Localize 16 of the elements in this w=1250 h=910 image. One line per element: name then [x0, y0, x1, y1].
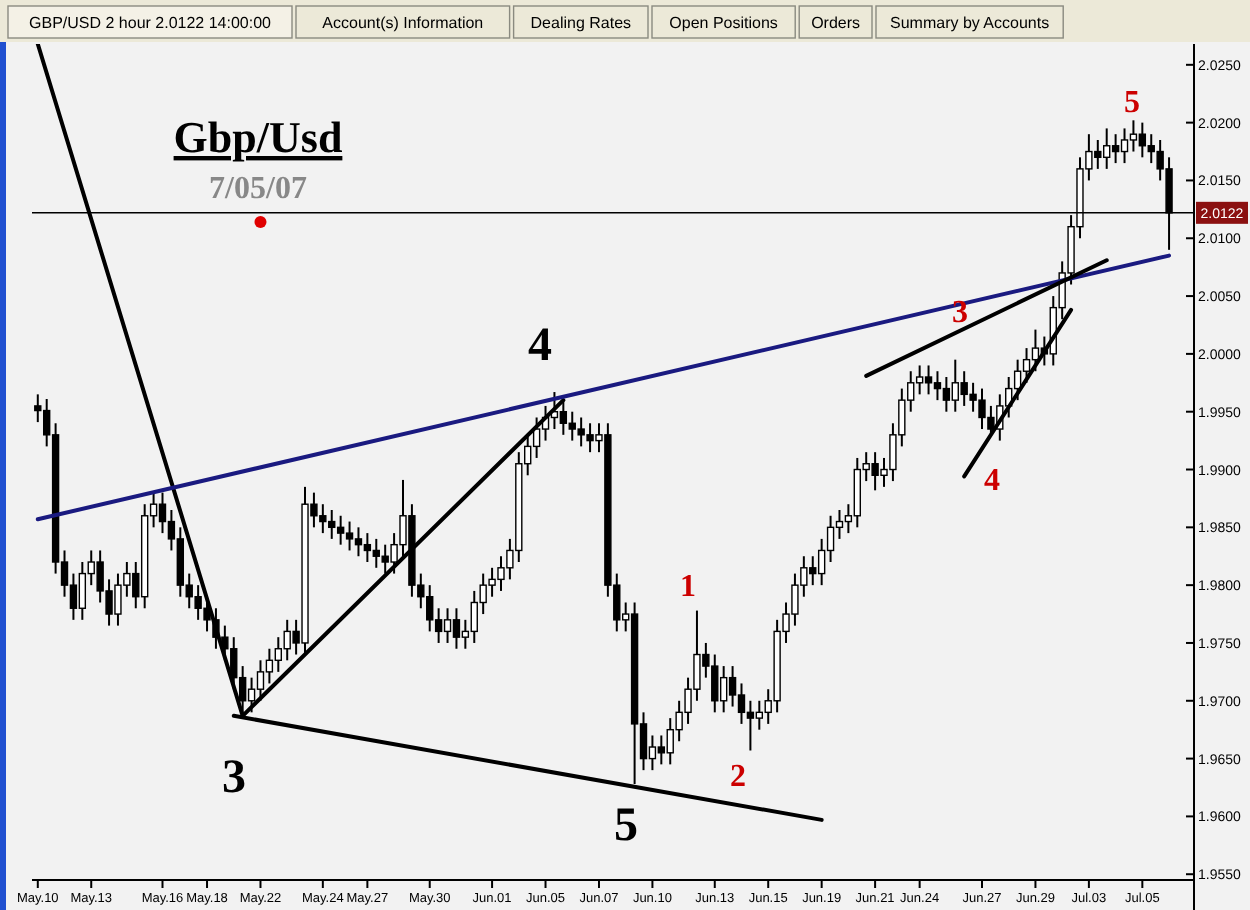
text: Account(s) Information [322, 14, 484, 32]
text: Orders [811, 14, 861, 32]
text: Summary by Accounts [890, 14, 1050, 32]
annotation: 3 [222, 752, 246, 804]
text: Open Positions [669, 14, 778, 32]
text: GBP/USD 2 hour 2.0122 14:00:00 [29, 14, 273, 32]
text: Gbp/Usd [173, 112, 343, 162]
annotation: 4 [528, 320, 552, 372]
annotation: 1 [680, 570, 696, 604]
annotation: 4 [984, 464, 1000, 498]
text: Dealing Rates [530, 14, 632, 32]
annotation: 5 [614, 800, 638, 852]
text: 7/05/07 [209, 172, 307, 206]
annotation: 3 [952, 296, 968, 330]
annotation: 5 [1124, 86, 1140, 120]
annotation: 2 [730, 760, 746, 794]
